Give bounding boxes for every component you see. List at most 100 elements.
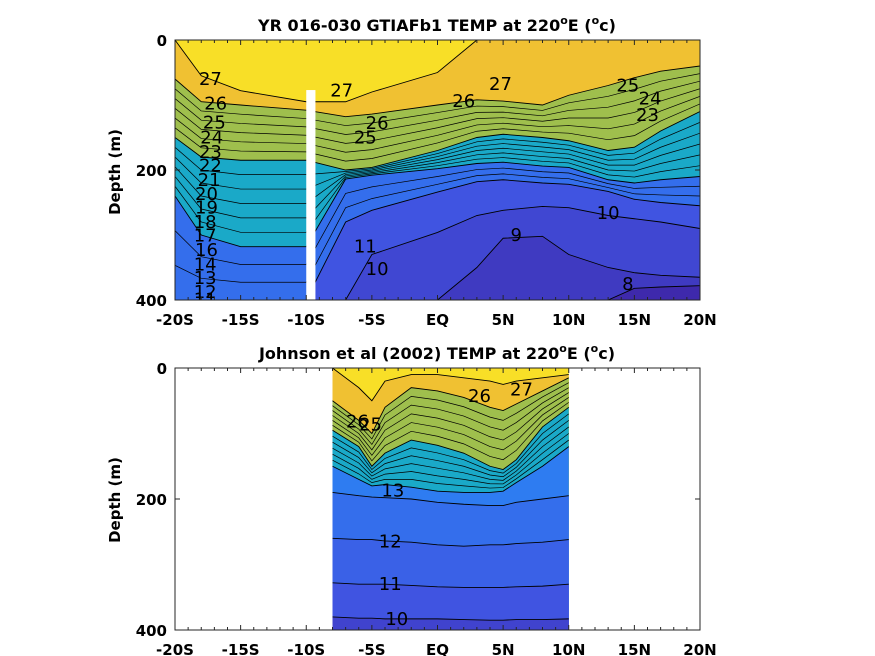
- isotherm-17: [332, 426, 569, 481]
- contour-label: 26: [468, 386, 491, 407]
- isotherm-22: [175, 96, 700, 153]
- contour-label: 26: [346, 412, 369, 433]
- bottom-panel-title: Johnson et al (2002) TEMP at 220oE (oc): [258, 342, 615, 363]
- isotherm-10: [332, 616, 569, 621]
- isotherm-9: [175, 235, 700, 300]
- isotherm-24: [332, 387, 569, 446]
- contour-label: 11: [379, 574, 402, 595]
- isotherm-14: [175, 161, 700, 248]
- x-tick-label: 20N: [683, 311, 716, 329]
- contour-label: 20: [195, 184, 218, 205]
- isotherm-20: [175, 111, 700, 171]
- x-tick-label: -15S: [222, 641, 260, 656]
- contour-label: 26: [366, 113, 389, 134]
- isotherm-19: [332, 413, 569, 474]
- isotherm-13: [332, 492, 569, 506]
- isotherm-22: [332, 397, 569, 456]
- contour-label: 19: [195, 198, 218, 219]
- y-tick-label: 200: [136, 491, 167, 509]
- bottom-panel: Johnson et al (2002) TEMP at 220oE (oc) …: [106, 342, 717, 656]
- isotherm-16: [175, 152, 700, 219]
- top-panel: YR 016-030 GTIAFb1 TEMP at 220oE (oc) De…: [106, 14, 717, 329]
- x-tick-label: 10N: [552, 311, 585, 329]
- x-tick-label: 20N: [683, 641, 716, 656]
- isotherm-23: [175, 88, 700, 144]
- y-tick-label: 0: [157, 360, 167, 378]
- contour-label: 11: [354, 237, 377, 258]
- contour-label: 24: [639, 89, 662, 110]
- bottom-panel-ylabel: Depth (m): [106, 457, 124, 543]
- y-tick-label: 200: [136, 162, 167, 180]
- contour-label: 9: [511, 225, 522, 246]
- band-below-9: [175, 236, 700, 300]
- isotherm-26: [175, 65, 700, 118]
- missing-data-gap: [306, 90, 316, 300]
- contour-label: 25: [359, 414, 382, 435]
- isotherm-16: [332, 433, 569, 485]
- x-tick-label: -15S: [222, 311, 260, 329]
- isotherm-15: [332, 439, 569, 489]
- x-tick-label: 5N: [492, 311, 515, 329]
- isotherm-8: [175, 285, 700, 300]
- band-below-11: [332, 582, 569, 630]
- contour-lines: [332, 368, 570, 621]
- isotherm-26: [332, 377, 569, 435]
- isotherm-23: [332, 392, 569, 451]
- isotherm-18: [332, 420, 569, 478]
- contour-label: 21: [198, 170, 221, 191]
- contour-label: 22: [199, 155, 222, 176]
- top-panel-title: YR 016-030 GTIAFb1 TEMP at 220oE (oc): [257, 14, 616, 35]
- contour-label: 23: [636, 105, 659, 126]
- temperature-field: 2726252423222120191817161413121127262510…: [175, 40, 700, 310]
- isotherm-15: [175, 157, 700, 233]
- x-tick-label: -5S: [358, 311, 385, 329]
- isotherm-18: [175, 132, 700, 190]
- contour-label: 13: [194, 268, 217, 289]
- x-tick-label: EQ: [426, 641, 449, 656]
- isotherm-25: [175, 73, 700, 126]
- x-tick-label: -10S: [287, 641, 325, 656]
- contour-label: 10: [385, 609, 408, 630]
- isotherm-27: [175, 40, 700, 103]
- x-tick-label: 5N: [492, 641, 515, 656]
- isotherm-11: [175, 179, 700, 300]
- contour-label: 25: [354, 128, 377, 149]
- contour-label: 24: [200, 128, 223, 149]
- isotherm-19: [175, 122, 700, 176]
- x-tick-label: 15N: [618, 311, 651, 329]
- x-tick-label: -20S: [156, 641, 194, 656]
- isotherm-21: [332, 402, 569, 462]
- contour-label: 27: [199, 69, 222, 90]
- contour-label: 10: [597, 203, 620, 224]
- contour-lines: [175, 40, 700, 300]
- x-tick-label: -10S: [287, 311, 325, 329]
- isotherm-12: [332, 537, 569, 547]
- isotherm-13: [175, 167, 700, 265]
- isotherm-20: [332, 406, 570, 471]
- contour-label: 11: [194, 289, 217, 310]
- isotherm-12: [175, 173, 700, 283]
- y-tick-label: 400: [136, 622, 167, 640]
- contour-label: 12: [379, 532, 402, 553]
- contour-label: 17: [194, 226, 217, 247]
- isotherm-14: [332, 446, 570, 493]
- contour-label: 18: [194, 212, 217, 233]
- y-tick-label: 0: [157, 32, 167, 50]
- x-tick-label: -20S: [156, 311, 194, 329]
- contour-label: 26: [452, 91, 475, 112]
- isotherm-10: [175, 205, 700, 300]
- contour-label: 10: [366, 259, 389, 280]
- contour-label: 27: [489, 74, 512, 95]
- isotherm-21: [175, 103, 700, 162]
- isotherm-27: [332, 368, 569, 402]
- contour-label: 27: [510, 380, 533, 401]
- contour-label: 13: [381, 480, 404, 501]
- contour-labels: 2726252423222120191817161413121127262510…: [194, 69, 662, 310]
- contour-label: 14: [194, 254, 217, 275]
- contour-label: 12: [194, 282, 217, 303]
- contour-label: 16: [195, 240, 218, 261]
- isotherm-11: [332, 582, 569, 588]
